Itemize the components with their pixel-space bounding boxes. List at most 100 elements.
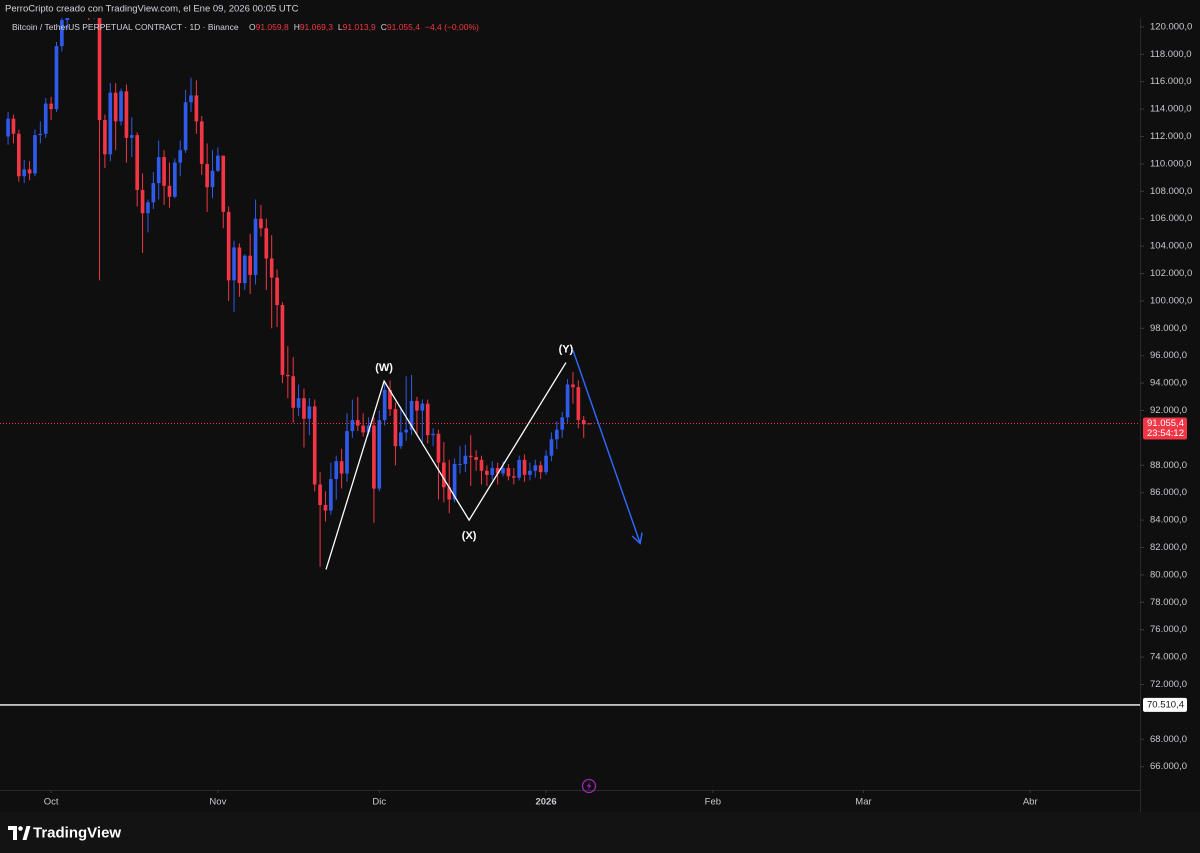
- candle-body: [436, 433, 441, 463]
- candle-body: [38, 133, 43, 136]
- candle-body: [253, 218, 258, 275]
- candle-body: [173, 162, 177, 197]
- y-tick-label: 114.000,0: [1150, 104, 1192, 115]
- y-tick-label: 88.000,0: [1150, 460, 1187, 471]
- candle-body: [544, 455, 548, 473]
- x-tick-label: Abr: [1023, 797, 1038, 808]
- candle-body: [576, 387, 581, 421]
- candle-body: [205, 163, 209, 188]
- y-tick-label: 78.000,0: [1150, 597, 1187, 608]
- y-tick-label: 96.000,0: [1150, 350, 1187, 361]
- candle-body: [522, 459, 527, 475]
- candle-body: [372, 425, 376, 489]
- candle-body: [377, 420, 382, 489]
- y-tick-label: 66.000,0: [1150, 761, 1187, 772]
- candle-body: [442, 462, 446, 488]
- wave-line: [325, 362, 567, 570]
- candle-body: [189, 95, 193, 103]
- candle-body: [323, 505, 328, 511]
- level-label: 70.510,4: [1147, 699, 1184, 710]
- ohlc-value: 91.069,3: [300, 22, 333, 32]
- arrow-head: [631, 532, 643, 545]
- candle-body: [409, 400, 414, 430]
- candle-body: [565, 384, 570, 418]
- y-tick-label: 72.000,0: [1150, 679, 1187, 690]
- candle-body: [108, 92, 113, 155]
- x-tick-label: Oct: [44, 797, 59, 808]
- candle-body: [458, 463, 462, 465]
- candle-body: [490, 468, 495, 475]
- candle-body: [425, 403, 430, 436]
- y-tick-label: 82.000,0: [1150, 542, 1187, 553]
- candle-body: [431, 433, 435, 436]
- candle-body: [232, 247, 236, 281]
- y-tick-label: 98.000,0: [1150, 323, 1187, 334]
- y-tick-label: 92.000,0: [1150, 405, 1187, 416]
- candle-body: [49, 103, 53, 110]
- candle-body: [43, 103, 48, 134]
- x-tick-label: 2026: [535, 797, 556, 808]
- candle-body: [27, 169, 32, 174]
- candle-body: [216, 155, 220, 171]
- arrow-line: [572, 349, 641, 544]
- x-tick-label: Nov: [209, 797, 226, 808]
- x-tick-label: Dic: [372, 797, 386, 808]
- candle-body: [517, 459, 521, 478]
- candle-body: [162, 157, 166, 186]
- y-tick-label: 106.000,0: [1150, 213, 1192, 224]
- y-tick-label: 108.000,0: [1150, 186, 1192, 197]
- candle-body: [129, 135, 134, 138]
- candle-body: [485, 470, 489, 475]
- candle-body: [452, 463, 457, 500]
- candle-body: [339, 461, 344, 474]
- y-tick-label: 116.000,0: [1150, 76, 1192, 87]
- plot-area: [0, 18, 1140, 706]
- level-label-box: [1143, 697, 1187, 712]
- wave-label: (Y): [559, 343, 574, 355]
- candle-body: [237, 247, 242, 284]
- candle-body: [65, 18, 70, 21]
- candle-body: [361, 425, 365, 433]
- top-caption: PerroCripto creado con TradingView.com, …: [5, 4, 299, 15]
- candle-body: [511, 476, 516, 478]
- y-tick-label: 118.000,0: [1150, 49, 1192, 60]
- candle-body: [280, 305, 285, 375]
- x-tick-label: Feb: [705, 797, 721, 808]
- candle-body: [167, 185, 172, 197]
- candle-body: [393, 409, 398, 447]
- candle-body: [54, 46, 59, 110]
- y-tick-label: 68.000,0: [1150, 734, 1187, 745]
- candle-body: [259, 218, 263, 229]
- symbol-header: Bitcoin / TetherUS PERPETUAL CONTRACT · …: [12, 22, 479, 32]
- y-tick-label: 86.000,0: [1150, 487, 1187, 498]
- candle-body: [264, 228, 269, 259]
- x-tick-label: Mar: [855, 797, 871, 808]
- ohlc-value: 91.059,8: [256, 22, 289, 32]
- candle-body: [135, 135, 140, 190]
- ohlc-key: C: [381, 22, 387, 32]
- ohlc-value: 91.013,9: [343, 22, 376, 32]
- y-tick-label: 94.000,0: [1150, 378, 1187, 389]
- candle-body: [560, 417, 565, 430]
- candle-body: [285, 374, 290, 377]
- change: −4,4 (−0,00%): [425, 22, 479, 32]
- y-tick-label: 110.000,0: [1150, 158, 1192, 169]
- candle-body: [22, 169, 27, 177]
- candle-body: [296, 398, 301, 408]
- candle-body: [329, 479, 333, 511]
- candle-body: [366, 425, 371, 433]
- y-tick-label: 102.000,0: [1150, 268, 1192, 279]
- candle-body: [468, 455, 473, 458]
- ohlc-key: O: [249, 22, 256, 32]
- candle-body: [275, 277, 279, 306]
- symbol: Bitcoin / TetherUS PERPETUAL CONTRACT · …: [12, 22, 239, 32]
- y-tick-label: 80.000,0: [1150, 569, 1187, 580]
- price-label: 91.055,4: [1147, 418, 1184, 429]
- candle-body: [501, 468, 505, 474]
- y-tick-label: 120.000,0: [1150, 21, 1192, 32]
- y-tick-label: 112.000,0: [1150, 131, 1192, 142]
- candle-body: [495, 468, 500, 474]
- candle-body: [350, 420, 355, 432]
- candle-body: [119, 91, 123, 122]
